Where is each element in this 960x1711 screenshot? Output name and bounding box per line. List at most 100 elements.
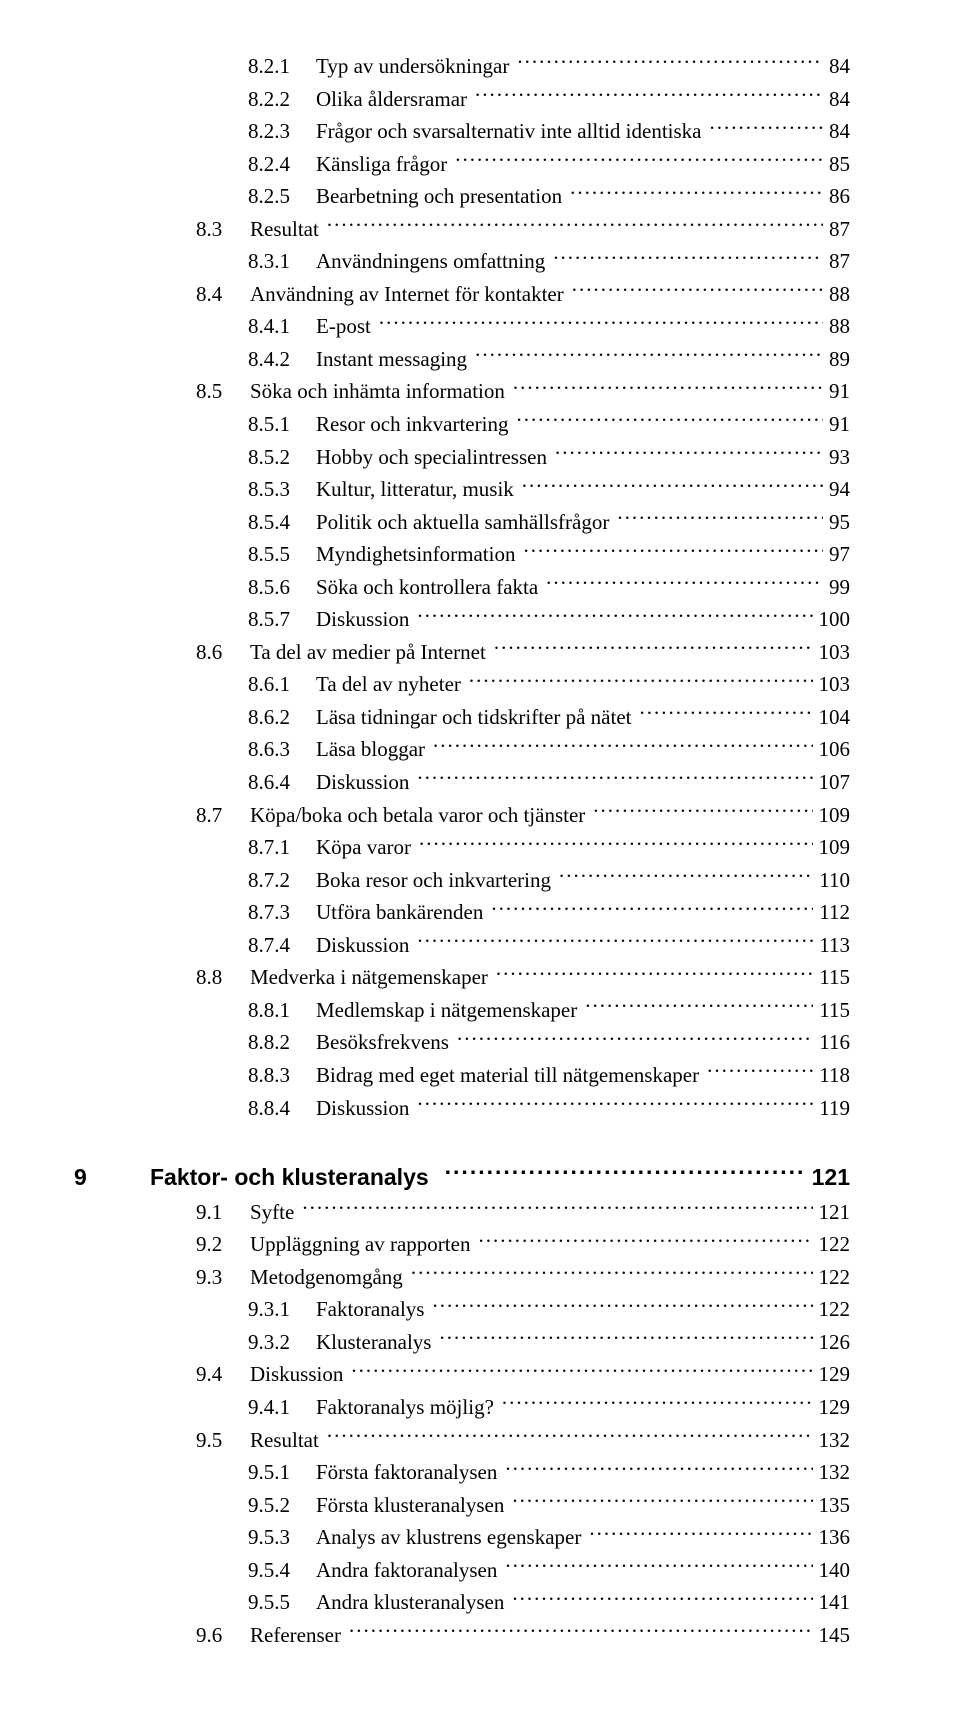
toc-label: 8.5.3Kultur, litteratur, musik: [248, 473, 522, 506]
toc-page-number: 129: [813, 1391, 851, 1424]
toc-leader-dots: [709, 117, 823, 138]
toc-entry: 8.8Medverka i nätgemenskaper115: [150, 961, 850, 994]
toc-number: 8.7.3: [248, 896, 316, 929]
toc-entry: 8.5.6Söka och kontrollera fakta 99: [150, 571, 850, 604]
toc-leader-dots: [302, 1198, 812, 1219]
toc-page-number: 129: [813, 1358, 851, 1391]
toc-label: 8.4.1E-post: [248, 310, 379, 343]
toc-title: Politik och aktuella samhällsfrågor: [316, 510, 609, 534]
toc-label: 8.7.2Boka resor och inkvartering: [248, 864, 559, 897]
toc-number: 8.8.3: [248, 1059, 316, 1092]
toc-label: 8.3Resultat: [196, 213, 327, 246]
toc-number: 8.7.1: [248, 831, 316, 864]
toc-entry: 8.5Söka och inhämta information91: [150, 375, 850, 408]
toc-title: Typ av undersökningar: [316, 54, 509, 78]
toc-title: Medverka i nätgemenskaper: [250, 965, 488, 989]
toc-leader-dots: [327, 215, 823, 236]
toc-page-number: 141: [813, 1586, 851, 1619]
toc-leader-dots: [469, 670, 813, 691]
toc-label: 9.5.4Andra faktoranalysen: [248, 1554, 505, 1587]
toc-leader-dots: [417, 605, 812, 626]
toc-leader-dots: [351, 1360, 812, 1381]
toc-entry: 9.3.1Faktoranalys122: [150, 1293, 850, 1326]
toc-leader-dots: [327, 1426, 813, 1447]
toc-leader-dots: [585, 996, 813, 1017]
toc-label: 8.7.1Köpa varor: [248, 831, 419, 864]
toc-page-number: 93: [823, 441, 850, 474]
toc-entry: 8.5.2Hobby och specialintressen93: [150, 441, 850, 474]
toc-entry: 8.7Köpa/boka och betala varor och tjänst…: [150, 799, 850, 832]
toc-number: 8.6.4: [248, 766, 316, 799]
toc-leader-dots: [559, 866, 813, 887]
toc-entry: 8.2.1Typ av undersökningar84: [150, 50, 850, 83]
toc-entry: 9Faktor- och klusteranalys121: [150, 1160, 850, 1196]
toc-label: 8.7.4Diskussion: [248, 929, 417, 962]
toc-label: 8.5.5Myndighetsinformation: [248, 538, 523, 571]
toc-page-number: 122: [813, 1293, 851, 1326]
toc-page-number: 89: [823, 343, 850, 376]
toc-entry: 8.2.3Frågor och svarsalternativ inte all…: [150, 115, 850, 148]
toc-number: 9.3: [196, 1261, 250, 1294]
toc-title: Metodgenomgång: [250, 1265, 403, 1289]
toc-leader-dots: [491, 898, 813, 919]
toc-label: 8.6.1Ta del av nyheter: [248, 668, 469, 701]
toc-title: Diskussion: [316, 1096, 409, 1120]
toc-number: 8.6.2: [248, 701, 316, 734]
toc-entry: 8.5.4Politik och aktuella samhällsfrågor…: [150, 506, 850, 539]
toc-entry: 8.3Resultat87: [150, 213, 850, 246]
toc-entry: 9.5.5Andra klusteranalysen141: [150, 1586, 850, 1619]
toc-number: 8.5: [196, 375, 250, 408]
toc-leader-dots: [417, 1094, 813, 1115]
toc-number: 8.6: [196, 636, 250, 669]
toc-page-number: 119: [813, 1092, 850, 1125]
toc-title: Läsa tidningar och tidskrifter på nätet: [316, 705, 631, 729]
toc-number: 9.5.5: [248, 1586, 316, 1619]
toc-number: 9.5.2: [248, 1489, 316, 1522]
toc-number: 8.7.2: [248, 864, 316, 897]
toc-entry: 8.6.1Ta del av nyheter103: [150, 668, 850, 701]
toc-entry: 8.5.1Resor och inkvartering91: [150, 408, 850, 441]
toc-number: 9.5: [196, 1424, 250, 1457]
toc-title: Olika åldersramar: [316, 87, 467, 111]
toc-title: Besöksfrekvens: [316, 1030, 449, 1054]
toc-number: 8.5.6: [248, 571, 316, 604]
toc-number: 9.3.1: [248, 1293, 316, 1326]
toc-title: Känsliga frågor: [316, 152, 447, 176]
toc-entry: 8.8.1Medlemskap i nätgemenskaper115: [150, 994, 850, 1027]
toc-number: 9: [74, 1160, 150, 1196]
toc-leader-dots: [419, 833, 812, 854]
toc-entry: 8.3.1Användningens omfattning87: [150, 245, 850, 278]
toc-label: 8.6.3Läsa bloggar: [248, 733, 433, 766]
toc-title: Boka resor och inkvartering: [316, 868, 551, 892]
toc-page-number: 86: [823, 180, 850, 213]
toc-title: Ta del av medier på Internet: [250, 640, 486, 664]
toc-label: 8.2.2Olika åldersramar: [248, 83, 475, 116]
toc-number: 8.8.2: [248, 1026, 316, 1059]
toc-leader-dots: [478, 1230, 812, 1251]
toc-page-number: 115: [813, 961, 850, 994]
toc-title: Användning av Internet för kontakter: [250, 282, 564, 306]
toc-title: Diskussion: [316, 933, 409, 957]
toc-entry: 8.6.2Läsa tidningar och tidskrifter på n…: [150, 701, 850, 734]
toc-page-number: 115: [813, 994, 850, 1027]
toc-number: 8.2.2: [248, 83, 316, 116]
toc-leader-dots: [707, 1061, 813, 1082]
toc-entry: 8.5.7Diskussion100: [150, 603, 850, 636]
toc-leader-dots: [475, 85, 823, 106]
toc-leader-dots: [433, 735, 812, 756]
toc-number: 9.4: [196, 1358, 250, 1391]
toc-number: 9.2: [196, 1228, 250, 1261]
toc-label: 8.3.1Användningens omfattning: [248, 245, 553, 278]
toc-label: 8.5.1Resor och inkvartering: [248, 408, 516, 441]
toc-entry: 9.5.3Analys av klustrens egenskaper136: [150, 1521, 850, 1554]
toc-title: Användningens omfattning: [316, 249, 545, 273]
toc-title: Resultat: [250, 217, 319, 241]
toc-title: E-post: [316, 314, 371, 338]
toc-title: Kultur, litteratur, musik: [316, 477, 514, 501]
toc-title: Söka och kontrollera fakta: [316, 575, 538, 599]
toc-title: Syfte: [250, 1200, 294, 1224]
toc-leader-dots: [555, 443, 823, 464]
toc-leader-dots: [432, 1295, 812, 1316]
toc-page-number: 99: [823, 571, 850, 604]
toc-entry: 8.2.5Bearbetning och presentation86: [150, 180, 850, 213]
